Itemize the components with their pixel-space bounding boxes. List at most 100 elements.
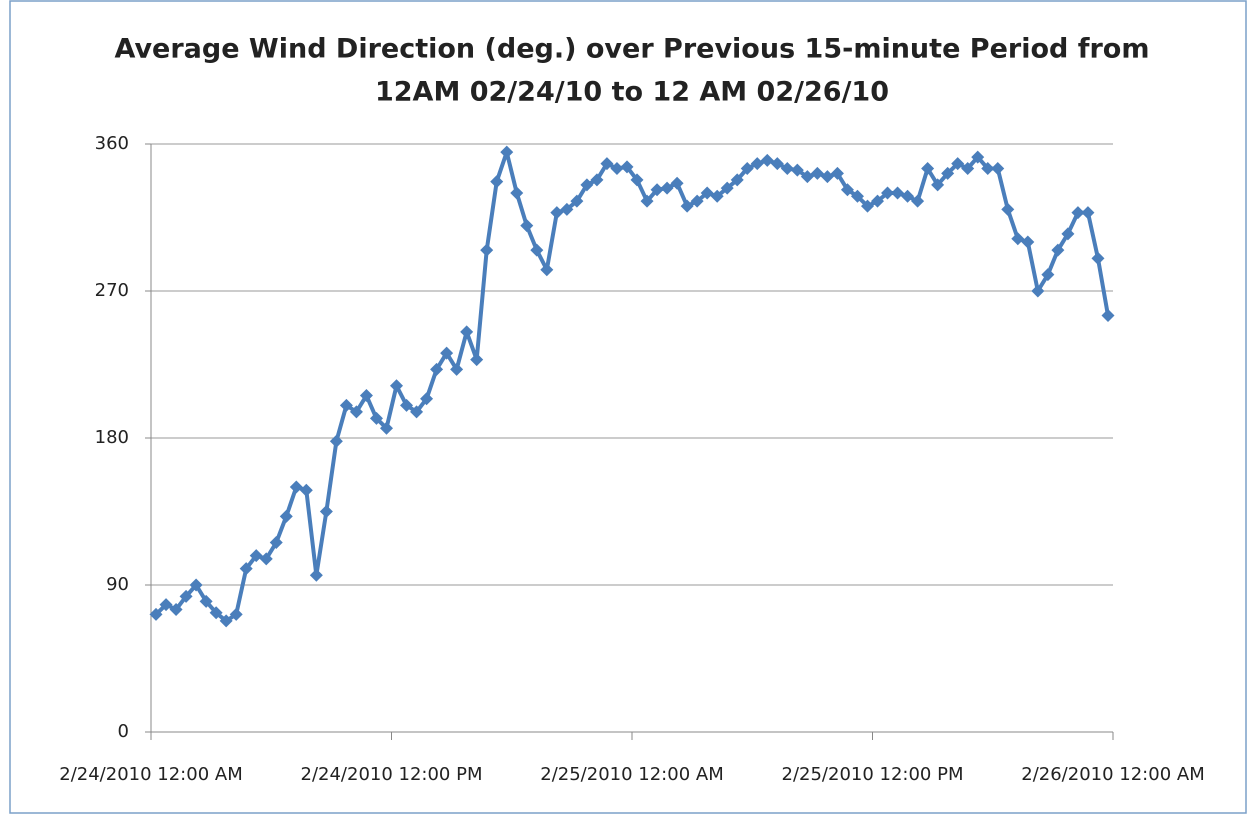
frame [9, 0, 1247, 814]
marker [860, 199, 874, 213]
marker [911, 194, 925, 208]
y-tick-label: 90 [106, 574, 129, 595]
marker [850, 189, 864, 203]
marker [610, 162, 624, 175]
marker [840, 183, 854, 197]
x-tick-label: 2/24/2010 12:00 PM [301, 764, 483, 785]
marker [580, 178, 594, 192]
marker [390, 379, 404, 393]
marker [881, 186, 895, 200]
marker [1061, 227, 1075, 241]
marker [700, 186, 714, 200]
marker [259, 552, 273, 566]
marker [339, 398, 353, 412]
marker [1081, 206, 1095, 220]
marker [520, 219, 534, 233]
chart-title: 12AM 02/24/10 to 12 AM 02/26/10 [375, 77, 889, 108]
marker [500, 145, 514, 159]
y-tick-label: 0 [118, 721, 129, 742]
marker [159, 598, 173, 612]
chart-title: Average Wind Direction (deg.) over Previ… [115, 34, 1150, 65]
marker [550, 206, 564, 220]
marker [400, 398, 414, 412]
series-line [154, 150, 1110, 623]
marker [901, 189, 915, 203]
marker [540, 263, 554, 277]
marker [750, 157, 764, 171]
marker [780, 162, 794, 175]
marker [470, 353, 484, 367]
marker [830, 166, 844, 180]
marker [810, 166, 824, 180]
marker [420, 392, 434, 406]
marker [971, 150, 985, 164]
marker [490, 175, 504, 189]
marker [871, 194, 885, 208]
marker [379, 421, 393, 435]
marker [369, 411, 383, 425]
marker [981, 162, 995, 175]
marker [800, 170, 814, 184]
marker [720, 181, 734, 195]
marker [450, 362, 464, 376]
x-tick-label: 2/25/2010 12:00 PM [782, 764, 964, 785]
marker [299, 483, 313, 497]
marker [951, 157, 965, 171]
marker [740, 162, 754, 175]
marker [149, 607, 163, 621]
marker [219, 614, 233, 628]
marker [169, 603, 183, 616]
marker [1031, 284, 1045, 298]
marker [279, 509, 293, 523]
marker [1021, 235, 1035, 249]
marker [480, 243, 494, 257]
y-tick-label: 360 [95, 133, 129, 154]
marker [941, 166, 955, 180]
marker [289, 480, 303, 494]
marker [630, 173, 644, 187]
marker [199, 594, 213, 608]
marker [620, 160, 634, 174]
marker [349, 405, 363, 419]
y-tick-label: 270 [95, 280, 129, 301]
marker [1101, 309, 1115, 322]
marker [460, 325, 474, 339]
marker [710, 189, 724, 203]
marker [1091, 251, 1105, 265]
marker [1001, 202, 1015, 216]
marker [660, 181, 674, 195]
x-tick-label: 2/24/2010 12:00 AM [59, 764, 242, 785]
marker [359, 389, 373, 403]
marker [820, 170, 834, 184]
marker [530, 243, 544, 257]
marker [1051, 243, 1065, 257]
marker [179, 589, 193, 603]
marker [1041, 268, 1055, 282]
marker [760, 153, 774, 167]
marker [239, 562, 253, 576]
marker [640, 194, 654, 208]
marker [590, 173, 604, 187]
y-tick-label: 180 [95, 427, 129, 448]
marker [1011, 232, 1025, 246]
x-tick-label: 2/26/2010 12:00 AM [1021, 764, 1204, 785]
marker [570, 194, 584, 208]
marker [229, 607, 243, 621]
marker [600, 157, 614, 171]
marker [1071, 206, 1085, 220]
marker [670, 176, 684, 190]
marker [991, 162, 1005, 175]
marker [269, 536, 283, 550]
marker [730, 173, 744, 187]
marker [329, 434, 343, 448]
marker [931, 178, 945, 192]
marker [680, 199, 694, 213]
marker [690, 194, 704, 208]
x-tick-label: 2/25/2010 12:00 AM [540, 764, 723, 785]
marker [410, 405, 424, 419]
marker [209, 606, 223, 620]
marker [430, 362, 444, 376]
marker [650, 183, 664, 197]
